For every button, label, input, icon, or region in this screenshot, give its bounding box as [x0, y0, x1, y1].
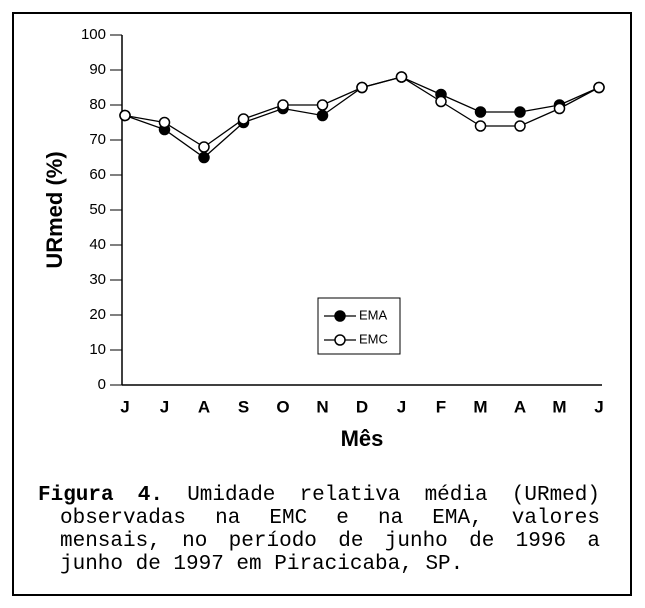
- y-tick-label: 20: [89, 306, 106, 323]
- legend-label: EMA: [359, 307, 388, 322]
- point: [356, 81, 368, 94]
- point: [237, 113, 250, 125]
- point: [514, 106, 526, 118]
- point: [158, 116, 171, 129]
- x-tick-label: A: [198, 397, 210, 416]
- x-tick-label: S: [238, 397, 249, 416]
- point: [435, 95, 447, 108]
- legend-marker: [334, 310, 346, 322]
- y-tick-label: 80: [89, 96, 106, 113]
- point: [474, 106, 487, 118]
- y-tick-label: 60: [89, 166, 106, 183]
- chart: URmed (%) Mês 0 10 20 30 40 50 60 70 80 90 100 J J A S…: [42, 26, 605, 451]
- y-tick-label: 30: [89, 271, 106, 288]
- x-tick-label: D: [356, 397, 368, 416]
- x-tick-label: J: [594, 397, 603, 416]
- point: [593, 81, 605, 94]
- legend-marker: [334, 334, 346, 346]
- y-axis-label: URmed (%): [42, 151, 67, 268]
- point: [474, 120, 487, 132]
- x-tick-label: J: [160, 397, 169, 416]
- x-tick-label: N: [316, 397, 328, 416]
- y-tick-label: 50: [89, 201, 106, 218]
- point: [514, 120, 526, 132]
- x-tick-label: J: [397, 397, 406, 416]
- legend-label: EMC: [359, 331, 388, 346]
- y-tick-label: 0: [98, 376, 106, 393]
- y-tick-label: 90: [89, 61, 106, 78]
- point: [277, 99, 289, 111]
- y-tick-label: 70: [89, 131, 106, 148]
- x-axis-label: Mês: [341, 426, 384, 451]
- x-tick-label: F: [436, 397, 446, 416]
- x-tick-label: M: [552, 397, 566, 416]
- caption: Figura 4. Umidade relativa média (URmed)…: [38, 484, 600, 576]
- frame: [12, 12, 632, 596]
- legend-box: [317, 297, 401, 355]
- point: [316, 99, 329, 111]
- x-tick-label: A: [514, 397, 526, 416]
- point: [119, 109, 131, 122]
- point: [198, 141, 210, 153]
- point: [553, 102, 566, 115]
- y-tick-label: 100: [81, 26, 106, 43]
- point: [198, 151, 210, 164]
- x-tick-label: O: [276, 397, 289, 416]
- caption-text: Umidade relativa média (URmed) observada…: [60, 484, 600, 576]
- caption-label: Figura 4.: [38, 484, 163, 507]
- y-tick-label: 40: [89, 236, 106, 253]
- x-tick-label: M: [473, 397, 487, 416]
- point: [316, 109, 329, 122]
- x-tick-label: J: [120, 397, 129, 416]
- point: [395, 71, 408, 83]
- y-tick-label: 10: [89, 341, 106, 358]
